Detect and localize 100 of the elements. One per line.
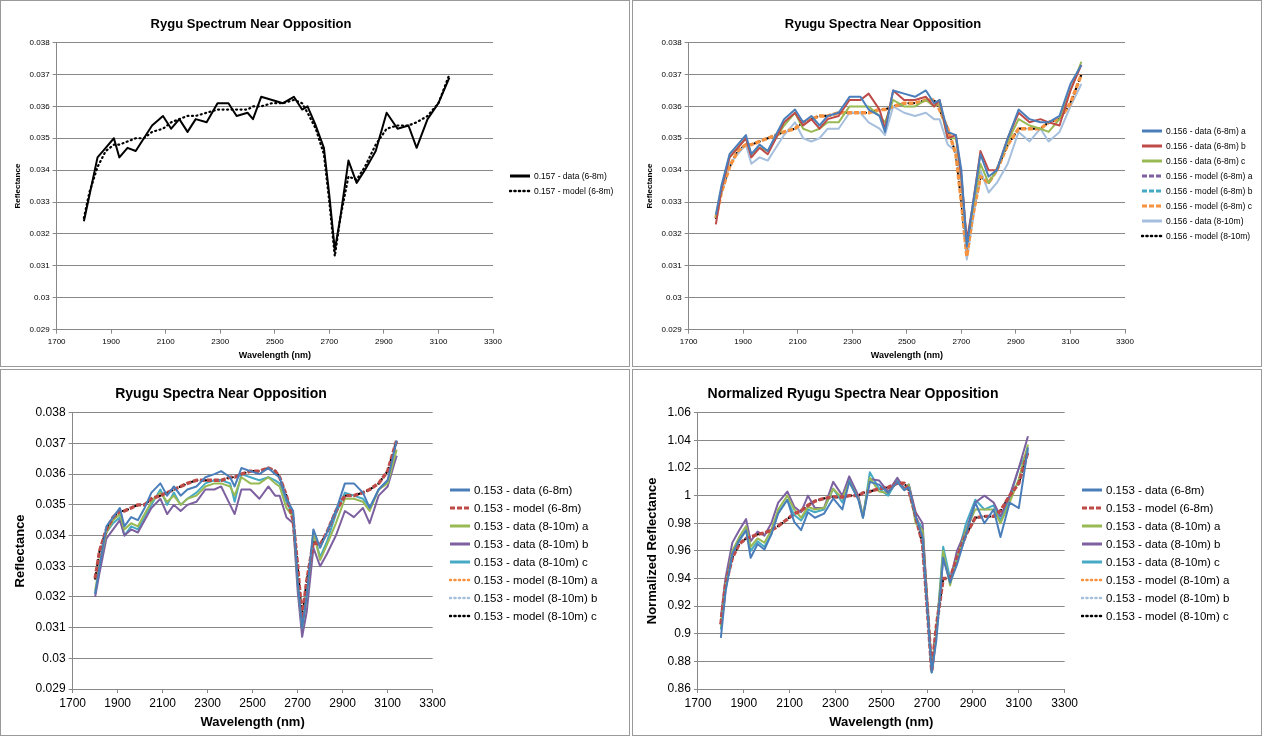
legend-label: 0.156 - model (8-10m) <box>1166 231 1251 241</box>
legend-label: 0.156 - model (6-8m) a <box>1166 171 1253 181</box>
legend-label: 0.153 - data (8-10m) b <box>474 537 589 550</box>
legend-label: 0.156 - data (6-8m) c <box>1166 156 1246 166</box>
legend-label: 0.153 - model (8-10m) c <box>1106 609 1229 622</box>
x-tick-label: 3100 <box>1005 695 1033 710</box>
y-tick-label: 1.02 <box>667 460 692 475</box>
y-axis-title: Reflectance <box>645 163 654 209</box>
legend-label: 0.157 - data (6-8m) <box>534 171 607 181</box>
y-tick-label: 0.03 <box>666 292 683 302</box>
y-tick-label: 0.034 <box>35 527 66 542</box>
legend-label: 0.153 - data (6-8m) <box>474 483 573 496</box>
x-tick-label: 2100 <box>776 695 804 710</box>
legend-label: 0.156 - model (6-8m) c <box>1166 201 1252 211</box>
legend-label: 0.153 - model (8-10m) b <box>474 591 598 604</box>
chart-title: Ryugu Spectra Near Opposition <box>115 385 327 402</box>
y-tick-label: 0.92 <box>667 598 692 613</box>
x-tick-label: 2900 <box>329 695 357 710</box>
x-tick-label: 2500 <box>265 336 285 346</box>
y-tick-label: 0.032 <box>661 229 683 239</box>
y-tick-label: 0.98 <box>667 515 692 530</box>
y-tick-label: 0.036 <box>29 101 51 111</box>
x-tick-label: 2700 <box>952 336 971 346</box>
legend-label: 0.153 - model (8-10m) a <box>474 573 598 586</box>
y-tick-label: 0.029 <box>35 681 66 696</box>
x-tick-label: 2700 <box>320 336 339 346</box>
x-tick-label: 2300 <box>211 336 230 346</box>
legend-label: 0.153 - data (8-10m) a <box>474 519 589 532</box>
y-tick-label: 0.031 <box>35 619 66 634</box>
chart-title: Rygu Spectrum Near Opposition <box>150 16 352 32</box>
x-tick-label: 1900 <box>734 336 753 346</box>
y-tick-label: 1 <box>684 487 692 502</box>
y-tick-label: 0.86 <box>667 681 692 696</box>
y-tick-label: 0.032 <box>35 589 66 604</box>
x-axis-title: Wavelength (nm) <box>200 713 305 729</box>
x-tick-label: 2500 <box>867 695 895 710</box>
y-tick-label: 0.033 <box>35 558 66 573</box>
y-tick-label: 0.94 <box>667 570 692 585</box>
legend-label: 0.153 - model (8-10m) c <box>474 609 597 622</box>
legend-label: 0.153 - data (8-10m) b <box>1106 537 1221 550</box>
y-tick-label: 0.03 <box>34 292 51 302</box>
x-tick-label: 2300 <box>822 695 850 710</box>
y-tick-label: 0.038 <box>661 37 683 47</box>
legend-label: 0.153 - data (6-8m) <box>1106 483 1205 496</box>
legend-label: 0.153 - data (8-10m) a <box>1106 519 1221 532</box>
y-tick-label: 0.035 <box>29 133 51 143</box>
x-tick-label: 2900 <box>1007 336 1026 346</box>
x-tick-label: 1700 <box>679 336 699 346</box>
x-tick-label: 2300 <box>194 695 222 710</box>
x-tick-label: 1700 <box>47 336 67 346</box>
y-tick-label: 0.031 <box>29 261 51 271</box>
y-axis-title: Reflectance <box>12 514 28 588</box>
legend-label: 0.156 - data (6-8m) b <box>1166 141 1246 151</box>
legend-label: 0.156 - model (6-8m) b <box>1166 186 1253 196</box>
x-axis-title: Wavelength (nm) <box>238 350 311 361</box>
x-tick-label: 3300 <box>419 695 447 710</box>
x-tick-label: 3100 <box>429 336 448 346</box>
legend-label: 0.153 - model (6-8m) <box>474 501 582 514</box>
x-tick-label: 2100 <box>156 336 176 346</box>
y-tick-label: 0.034 <box>29 165 51 175</box>
y-tick-label: 0.029 <box>29 324 51 334</box>
x-tick-label: 1900 <box>102 336 121 346</box>
y-tick-label: 0.034 <box>661 165 683 175</box>
legend-label: 0.156 - data (6-8m) a <box>1166 126 1246 136</box>
y-axis-title: Normalized Reflectance <box>644 477 660 625</box>
y-tick-label: 0.037 <box>661 69 683 79</box>
legend-label: 0.153 - model (6-8m) <box>1106 501 1214 514</box>
legend-label: 0.156 - data (8-10m) <box>1166 216 1244 226</box>
x-tick-label: 2700 <box>284 695 312 710</box>
x-tick-label: 2100 <box>788 336 808 346</box>
chart-title: Normalized Ryugu Spectra Near Opposition <box>707 385 999 402</box>
x-tick-label: 3300 <box>1116 336 1135 346</box>
x-tick-label: 2900 <box>375 336 394 346</box>
x-tick-label: 1900 <box>730 695 758 710</box>
x-tick-label: 2500 <box>897 336 917 346</box>
legend-label: 0.153 - model (8-10m) b <box>1106 591 1230 604</box>
x-tick-label: 3100 <box>374 695 402 710</box>
y-tick-label: 0.038 <box>29 37 51 47</box>
legend-label: 0.157 - model (6-8m) <box>534 186 614 196</box>
x-tick-label: 2500 <box>239 695 267 710</box>
y-tick-label: 0.037 <box>29 69 51 79</box>
y-tick-label: 0.96 <box>667 543 692 558</box>
x-tick-label: 3300 <box>484 336 503 346</box>
y-tick-label: 0.035 <box>35 497 66 512</box>
y-tick-label: 0.035 <box>661 133 683 143</box>
y-tick-label: 1.04 <box>667 432 692 447</box>
chart-title: Ryugu Spectra Near Opposition <box>784 16 982 32</box>
y-tick-label: 0.037 <box>35 435 66 450</box>
y-tick-label: 0.9 <box>674 626 692 641</box>
x-tick-label: 1700 <box>59 695 87 710</box>
y-tick-label: 0.033 <box>29 197 51 207</box>
y-tick-label: 0.036 <box>661 101 683 111</box>
x-axis-title: Wavelength (nm) <box>870 350 943 361</box>
x-tick-label: 3300 <box>1051 695 1079 710</box>
y-tick-label: 0.038 <box>35 405 66 420</box>
x-tick-label: 2900 <box>959 695 987 710</box>
x-tick-label: 3100 <box>1061 336 1080 346</box>
x-tick-label: 2100 <box>149 695 177 710</box>
legend-label: 0.153 - data (8-10m) c <box>474 555 588 568</box>
y-tick-label: 0.033 <box>661 197 683 207</box>
